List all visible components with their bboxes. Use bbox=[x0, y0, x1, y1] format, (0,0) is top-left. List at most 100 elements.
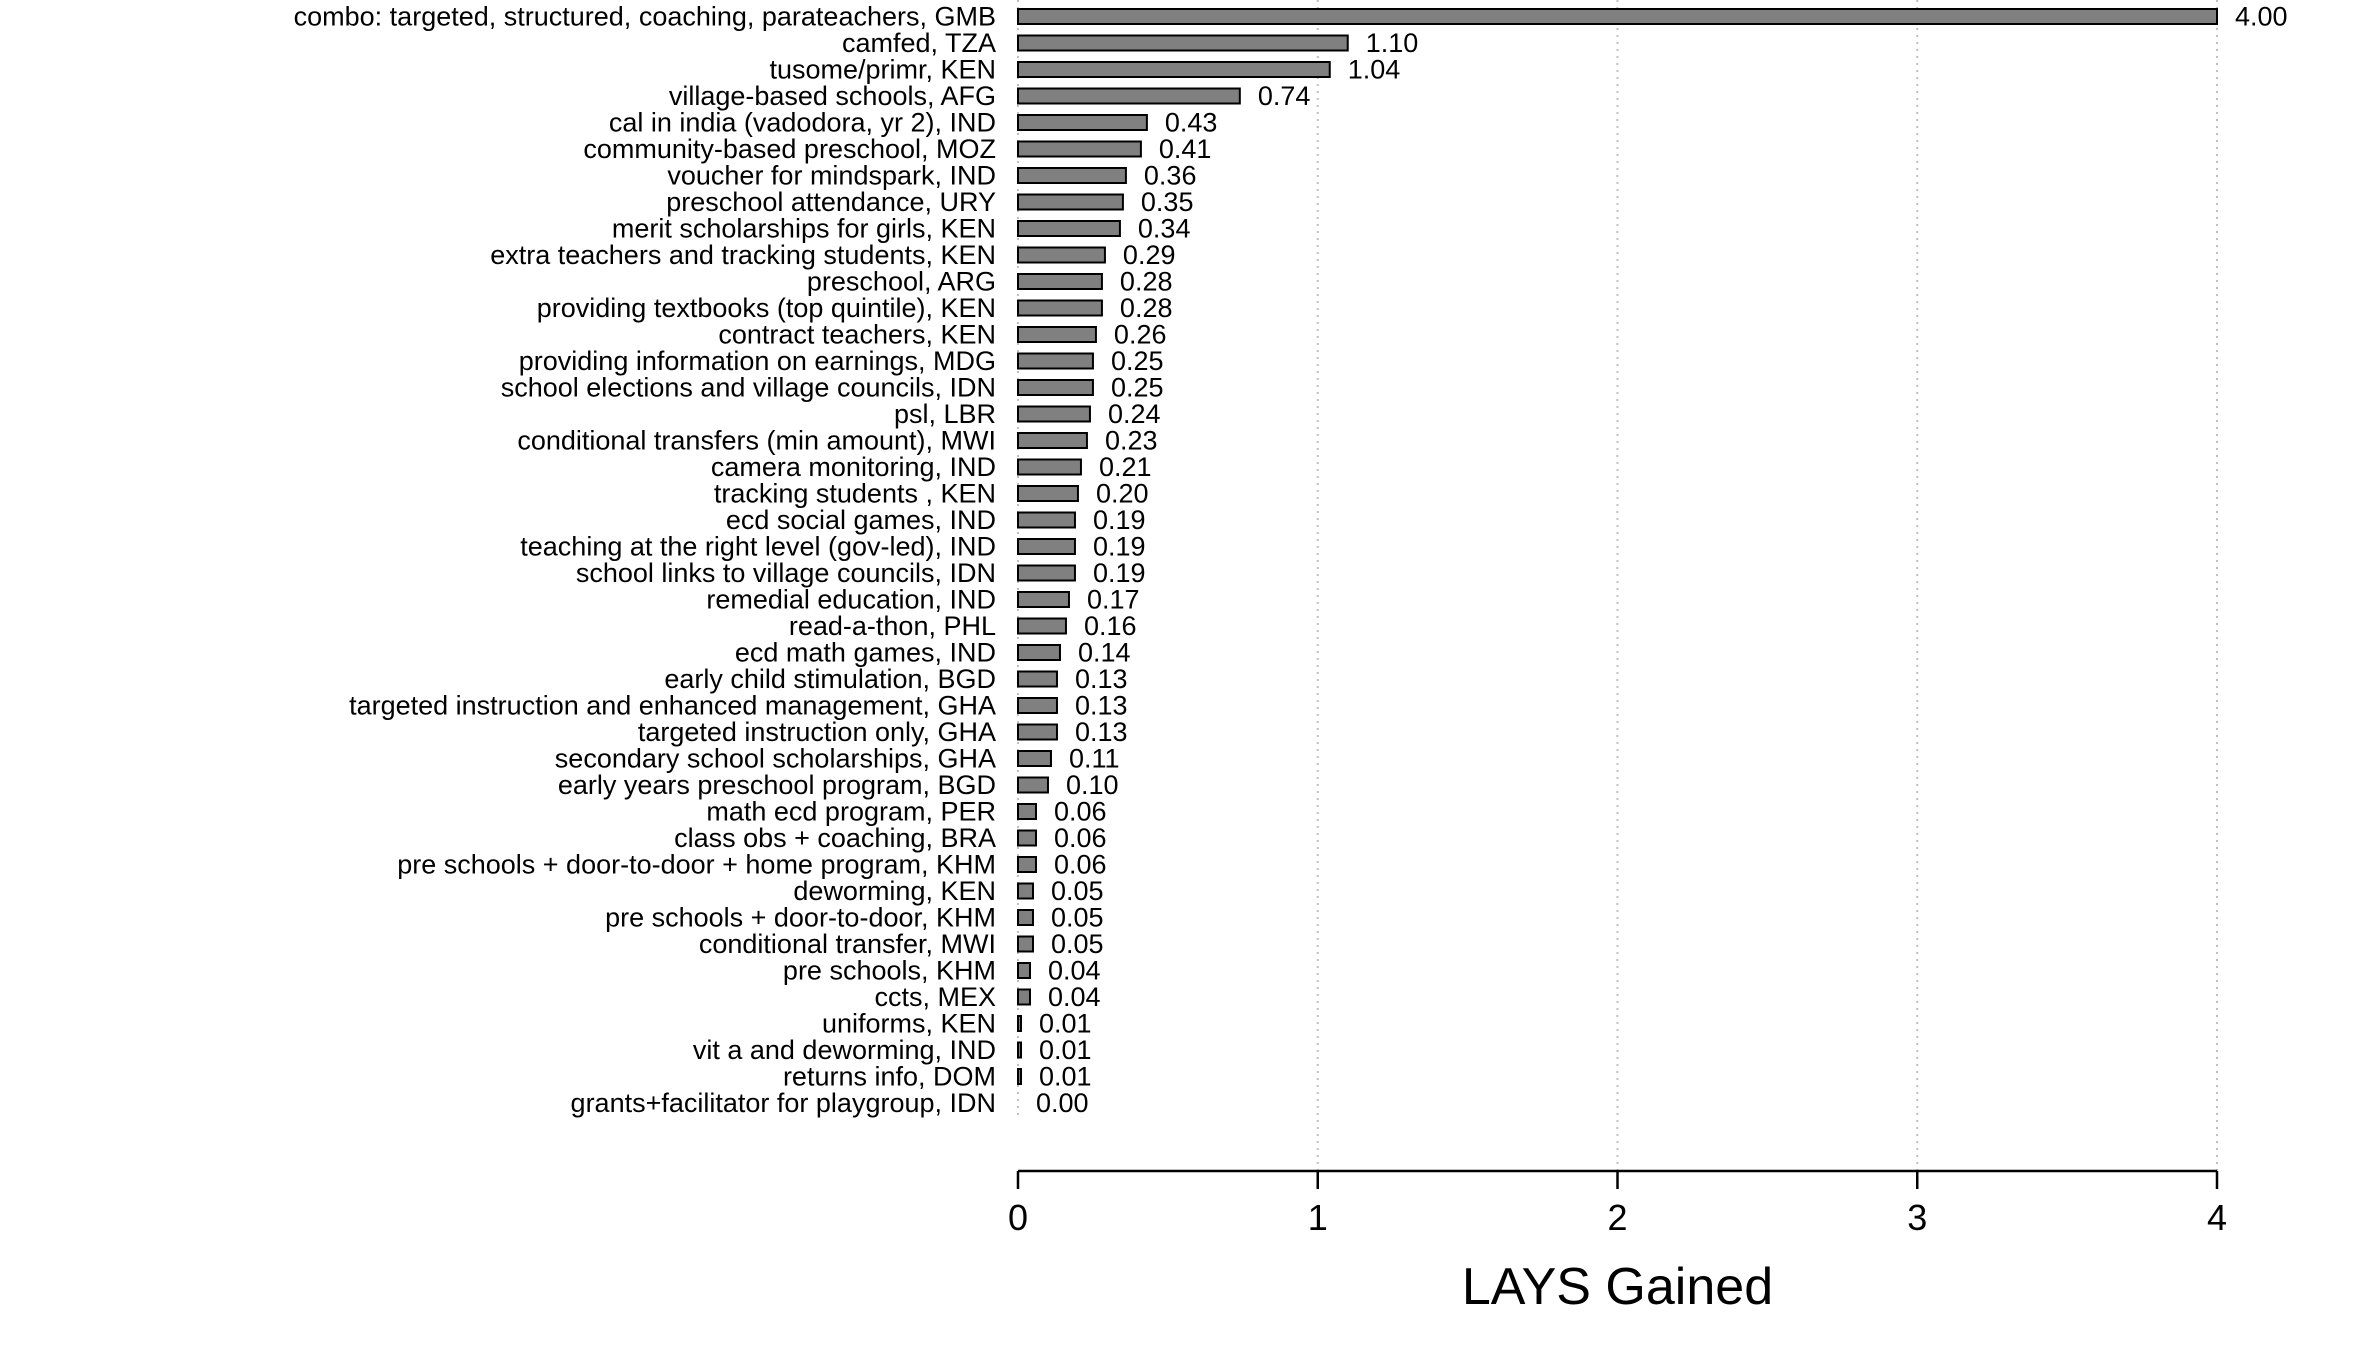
value-label: 0.01 bbox=[1039, 1009, 1092, 1039]
x-tick-label: 0 bbox=[1008, 1197, 1028, 1238]
category-label: school elections and village councils, I… bbox=[501, 373, 996, 403]
value-label: 1.10 bbox=[1366, 28, 1419, 58]
category-label: uniforms, KEN bbox=[822, 1009, 996, 1039]
category-label: school links to village councils, IDN bbox=[576, 558, 996, 588]
category-label: tusome/primr, KEN bbox=[769, 55, 996, 85]
category-label: camera monitoring, IND bbox=[711, 452, 996, 482]
value-label: 0.17 bbox=[1087, 585, 1140, 615]
bar bbox=[1017, 61, 1331, 78]
x-tick-label: 4 bbox=[2207, 1197, 2227, 1238]
category-label: cal in india (vadodora, yr 2), IND bbox=[609, 108, 996, 138]
category-label: providing information on earnings, MDG bbox=[519, 346, 996, 376]
bar bbox=[1017, 723, 1058, 741]
bars bbox=[1017, 8, 2218, 1085]
category-label: merit scholarships for girls, KEN bbox=[612, 214, 996, 244]
bar bbox=[1017, 538, 1076, 555]
bar bbox=[1017, 485, 1079, 502]
category-label: combo: targeted, structured, coaching, p… bbox=[294, 2, 996, 32]
value-labels: 4.00 1.101.04 0.74 0.430.410.360.350.340.29… bbox=[1036, 2, 2288, 1119]
bar bbox=[1017, 140, 1142, 158]
category-label: preschool, ARG bbox=[807, 267, 996, 297]
value-label: 0.28 bbox=[1120, 293, 1173, 323]
bar bbox=[1017, 87, 1241, 105]
category-label: ccts, MEX bbox=[874, 982, 996, 1012]
value-label: 0.10 bbox=[1066, 770, 1119, 800]
category-label: remedial education, IND bbox=[706, 585, 996, 615]
bar bbox=[1017, 326, 1097, 343]
category-label: community-based preschool, MOZ bbox=[583, 134, 996, 164]
category-label: targeted instruction and enhanced manage… bbox=[349, 691, 996, 721]
category-label: early child stimulation, BGD bbox=[664, 664, 996, 694]
category-label: extra teachers and tracking students, KE… bbox=[490, 240, 996, 270]
value-label: 0.11 bbox=[1069, 744, 1120, 774]
value-label: 1.04 bbox=[1348, 55, 1401, 85]
gridlines bbox=[1017, 0, 2218, 1171]
value-label: 0.41 bbox=[1159, 134, 1212, 164]
value-label: 0.05 bbox=[1051, 903, 1104, 933]
category-label: psl, LBR bbox=[894, 399, 996, 429]
bar bbox=[1017, 935, 1034, 953]
value-label: 0.34 bbox=[1138, 214, 1191, 244]
category-label: grants+facilitator for playgroup, IDN bbox=[571, 1088, 996, 1118]
category-label: math ecd program, PER bbox=[706, 797, 996, 827]
value-label: 0.25 bbox=[1111, 373, 1164, 403]
value-label: 0.05 bbox=[1051, 929, 1104, 959]
value-label: 0.19 bbox=[1093, 532, 1146, 562]
bar bbox=[1017, 1041, 1022, 1059]
bar bbox=[1017, 564, 1076, 582]
value-label: 0.19 bbox=[1093, 505, 1146, 535]
category-label: contract teachers, KEN bbox=[718, 320, 996, 350]
category-label: read-a-thon, PHL bbox=[789, 611, 996, 641]
value-label: 4.00 bbox=[2235, 2, 2288, 32]
x-tick-label: 2 bbox=[1607, 1197, 1627, 1238]
bar bbox=[1017, 882, 1034, 900]
value-label: 0.29 bbox=[1123, 240, 1176, 270]
bar bbox=[1017, 193, 1124, 211]
bar bbox=[1017, 273, 1103, 290]
bar bbox=[1017, 1015, 1022, 1032]
value-label: 0.14 bbox=[1078, 638, 1131, 668]
value-label: 0.04 bbox=[1048, 982, 1101, 1012]
value-label: 0.13 bbox=[1075, 717, 1128, 747]
bar bbox=[1017, 909, 1034, 926]
category-label: pre schools + door-to-door + home progra… bbox=[397, 850, 996, 880]
category-label: early years preschool program, BGD bbox=[558, 770, 996, 800]
bar bbox=[1017, 829, 1037, 847]
bar bbox=[1017, 8, 2218, 25]
value-label: 0.16 bbox=[1084, 611, 1137, 641]
category-label: preschool attendance, URY bbox=[666, 187, 996, 217]
category-label: secondary school scholarships, GHA bbox=[555, 744, 996, 774]
bar bbox=[1017, 352, 1094, 370]
bar bbox=[1017, 299, 1103, 317]
bar bbox=[1017, 114, 1148, 131]
x-axis: 0 1 2 3 4 bbox=[1008, 1169, 2227, 1238]
bar bbox=[1017, 246, 1106, 264]
category-label: teaching at the right level (gov-led), I… bbox=[520, 532, 996, 562]
category-label: targeted instruction only, GHA bbox=[638, 717, 996, 747]
bar bbox=[1017, 34, 1349, 52]
value-label: 0.74 bbox=[1258, 81, 1311, 111]
value-label: 0.24 bbox=[1108, 399, 1161, 429]
bar bbox=[1017, 617, 1067, 635]
category-label: conditional transfers (min amount), MWI bbox=[517, 426, 996, 456]
x-tick-label: 3 bbox=[1907, 1197, 1927, 1238]
value-label: 0.05 bbox=[1051, 876, 1104, 906]
bar bbox=[1017, 750, 1052, 767]
value-label: 0.13 bbox=[1075, 691, 1128, 721]
category-label: pre schools + door-to-door, KHM bbox=[605, 903, 996, 933]
bar bbox=[1017, 962, 1031, 979]
category-label: class obs + coaching, BRA bbox=[674, 823, 996, 853]
value-label: 0.25 bbox=[1111, 346, 1164, 376]
category-label: conditional transfer, MWI bbox=[699, 929, 996, 959]
category-label: pre schools, KHM bbox=[783, 956, 996, 986]
value-label: 0.20 bbox=[1096, 479, 1149, 509]
bar bbox=[1017, 405, 1091, 423]
value-label: 0.01 bbox=[1039, 1062, 1092, 1092]
category-label: camfed, TZA bbox=[842, 28, 996, 58]
value-label: 0.21 bbox=[1099, 452, 1152, 482]
value-label: 0.06 bbox=[1054, 797, 1107, 827]
value-label: 0.19 bbox=[1093, 558, 1146, 588]
bar bbox=[1017, 856, 1037, 873]
value-label: 0.26 bbox=[1114, 320, 1167, 350]
